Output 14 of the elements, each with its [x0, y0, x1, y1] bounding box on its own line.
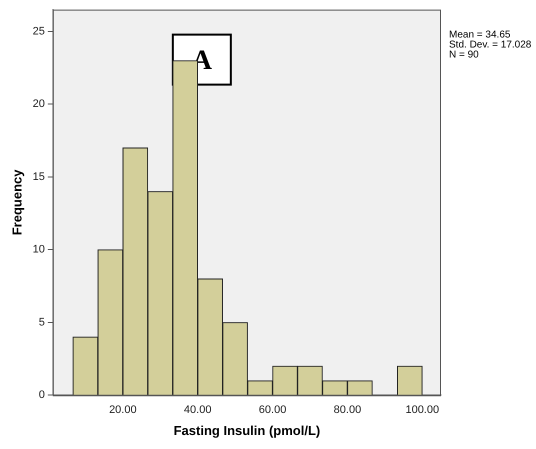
x-axis-title: Fasting Insulin (pmol/L) — [174, 422, 320, 438]
y-tick-label: 10 — [32, 244, 45, 256]
y-tick-label: 0 — [38, 389, 45, 402]
x-tick-label: 60.00 — [258, 404, 286, 416]
y-tick-label: 20 — [32, 98, 45, 110]
y-tick-label: 15 — [32, 170, 45, 183]
y-tick-label: 5 — [38, 316, 45, 328]
x-tick-label: 40.00 — [184, 404, 212, 416]
text: Mean = 34.65 Std. Dev. = 17.028 N = 90 — [449, 29, 532, 60]
y-tick-label: 25 — [32, 25, 45, 38]
y-axis-title: Frequency — [9, 168, 24, 236]
x-tick-label: 80.00 — [334, 404, 362, 416]
x-tick-label: 20.00 — [109, 404, 137, 416]
x-tick-label: 100.00 — [405, 404, 440, 416]
